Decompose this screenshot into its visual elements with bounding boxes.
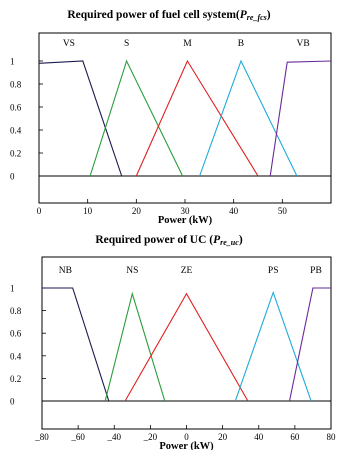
series-line-m (135, 59, 259, 177)
x-tick-label: 50 (278, 206, 288, 216)
title-close: ) (266, 9, 271, 21)
x-tick-label: _40 (107, 432, 122, 442)
x-tick-label: 30 (181, 206, 191, 216)
title-symbol: P (239, 9, 247, 21)
x-axis-label: Power (kW) (158, 215, 213, 226)
series-label-s: S (124, 39, 129, 49)
series-label-vs: VS (63, 39, 75, 49)
y-tick-label: 0.2 (10, 374, 21, 384)
x-tick-label: 20 (218, 432, 228, 442)
y-tick-label: 0.4 (10, 126, 22, 136)
title-subscript: re_uc (220, 238, 239, 247)
y-tick-label: 1 (10, 57, 15, 67)
series-label-ps: PS (268, 266, 279, 276)
x-tick-label: _60 (70, 432, 85, 442)
x-tick-label: _80 (34, 432, 49, 442)
series-line-b (199, 59, 298, 177)
y-tick-label: 1 (10, 284, 15, 294)
title-close: ) (238, 234, 243, 246)
membership-plot: 0 0.2 0.4 0.6 0.8 1 _80 _60 _40 _20 0 20 40 60 80 Power… (10, 256, 337, 450)
chart-title: Required power of UC (Pre_uc) (0, 234, 338, 247)
series-line-pb (288, 287, 331, 402)
series-label-ns: NS (126, 266, 138, 276)
x-tick-label: 10 (83, 206, 93, 216)
x-tick-label: 80 (327, 432, 337, 442)
x-tick-label: 0 (184, 432, 189, 442)
y-tick-label: 0.2 (10, 149, 21, 159)
x-axis-label: Power (kW) (159, 441, 214, 450)
series-label-b: B (238, 39, 244, 49)
y-tick-label: 0 (10, 172, 15, 182)
y-tick-label: 0.4 (10, 351, 22, 361)
x-tick-label: 40 (254, 432, 264, 442)
series-line-nb (42, 287, 110, 402)
x-tick-label: 0 (37, 206, 42, 216)
title-text: Required power of UC ( (95, 234, 214, 246)
series-label-nb: NB (59, 266, 72, 276)
title-subscript: re_fcs (246, 13, 267, 22)
title-symbol: P (213, 234, 221, 246)
series-line-vb (269, 60, 332, 177)
x-tick-label: 60 (290, 432, 300, 442)
y-tick-label: 0.8 (10, 306, 22, 316)
series-label-pb: PB (310, 266, 322, 276)
x-tick-label: 20 (132, 206, 142, 216)
chart-title: Required power of fuel cell system(Pre_f… (0, 9, 338, 22)
chart-fuel-cell-power: Required power of fuel cell system(Pre_f… (0, 9, 338, 226)
series-label-vb: VB (296, 39, 309, 49)
y-tick-label: 0.6 (10, 329, 22, 339)
y-tick-label: 0 (10, 397, 15, 407)
y-tick-label: 0.8 (10, 80, 22, 90)
series-line-vs (38, 60, 123, 177)
y-tick-label: 0.6 (10, 103, 22, 113)
x-tick-label: _20 (143, 432, 158, 442)
chart-uc-power: Required power of UC (Pre_uc) 0 0.2 0.4 0.6… (0, 225, 338, 450)
x-tick-label: 40 (229, 206, 239, 216)
series-label-m: M (183, 39, 192, 49)
series-line-ze (124, 292, 249, 402)
series-line-s (89, 59, 184, 177)
series-line-ps (234, 290, 312, 402)
plot-frame (41, 256, 332, 430)
series-line-ns (104, 291, 166, 402)
series-label-ze: ZE (181, 266, 193, 276)
plot-frame (38, 32, 332, 204)
title-text: Required power of fuel cell system( (67, 9, 240, 21)
